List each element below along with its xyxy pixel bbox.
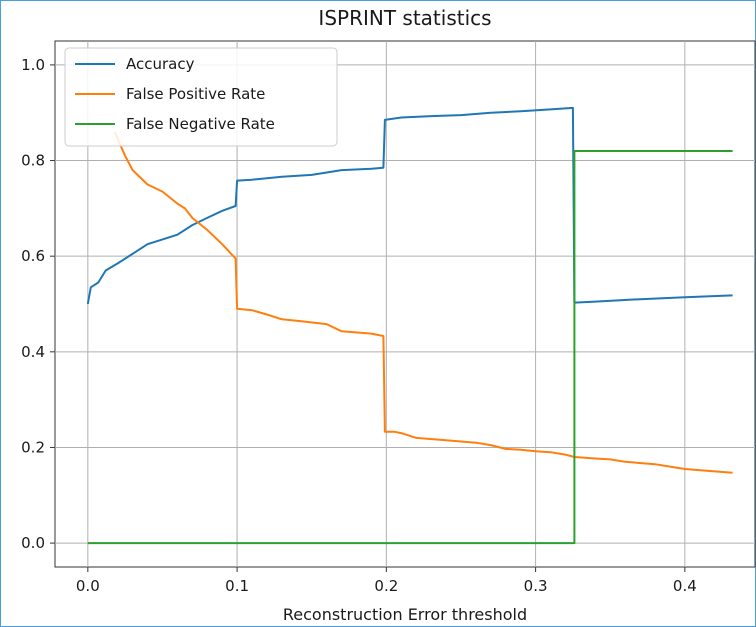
y-tick-label: 0.6 xyxy=(21,247,45,265)
y-axis: 0.0 0.2 0.4 0.6 0.8 1.0 xyxy=(21,56,55,552)
x-axis: 0.0 0.1 0.2 0.3 0.4 xyxy=(76,567,697,595)
legend-label: Accuracy xyxy=(126,55,195,73)
x-axis-label: Reconstruction Error threshold xyxy=(283,605,527,624)
y-tick-label: 0.4 xyxy=(21,343,45,361)
x-tick-label: 0.4 xyxy=(673,577,697,595)
series-line-2 xyxy=(113,131,733,474)
legend: Accuracy False Positive Rate False Negativ… xyxy=(64,47,338,147)
legend-label: False Positive Rate xyxy=(126,85,265,103)
series-lines xyxy=(86,106,733,545)
y-tick-label: 0.8 xyxy=(21,152,45,170)
x-tick-label: 0.3 xyxy=(524,577,548,595)
x-tick-label: 0.1 xyxy=(225,577,249,595)
legend-box xyxy=(64,47,338,147)
y-tick-label: 1.0 xyxy=(21,56,45,74)
y-tick-label: 0.2 xyxy=(21,438,45,456)
legend-label: False Negative Rate xyxy=(126,115,275,133)
chart-title: ISPRINT statistics xyxy=(318,6,491,30)
x-tick-label: 0.0 xyxy=(76,577,100,595)
series-line-3 xyxy=(87,150,733,545)
x-tick-label: 0.2 xyxy=(374,577,398,595)
y-tick-label: 0.0 xyxy=(21,534,45,552)
series-line-1 xyxy=(86,106,733,305)
